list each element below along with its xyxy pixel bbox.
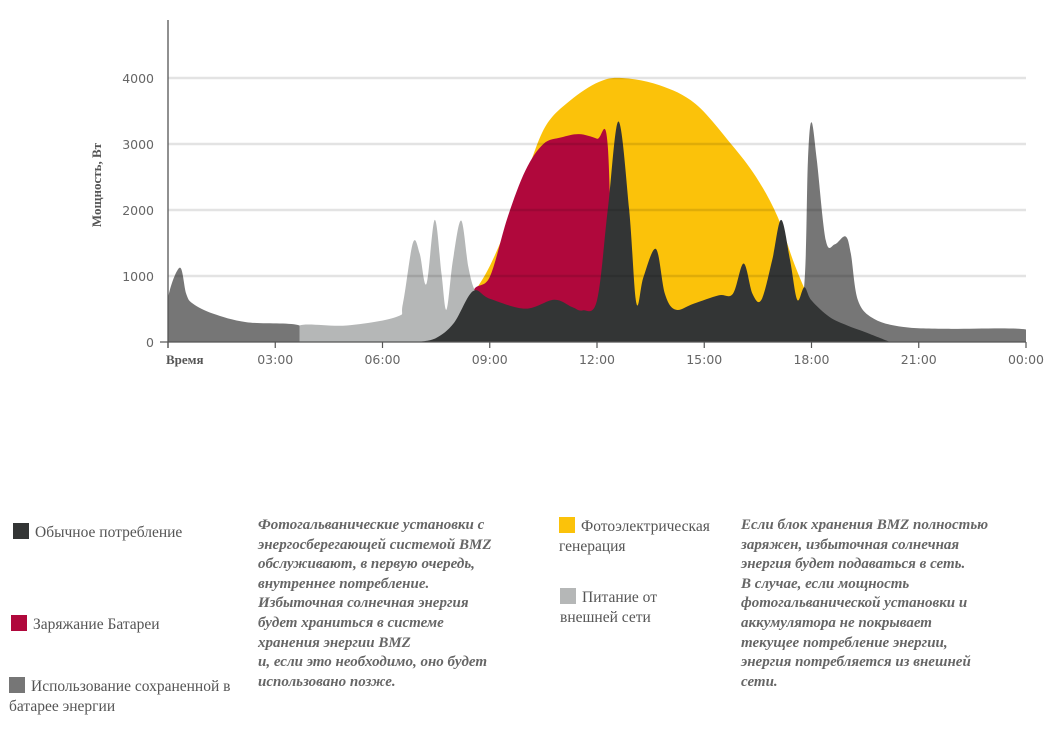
chart-areas <box>168 77 1026 343</box>
legend-swatch <box>9 677 25 693</box>
y-tick-label: 3000 <box>122 137 154 152</box>
legend-label: Питание от внешней сети <box>560 589 657 626</box>
legend-label: Использование сохраненной в батарее энер… <box>9 678 231 715</box>
legend-battery-use: Использование сохраненной в батарее энер… <box>9 677 249 717</box>
y-axis-title: Мощность, Вт <box>89 142 104 227</box>
power-chart: 0 1000 2000 3000 4000 Время 03:00 06:00 09:00 12:… <box>89 20 1044 367</box>
area-charge <box>472 128 614 342</box>
note-right: Если блок хранения BMZ полностью заряжен… <box>741 517 989 690</box>
legend-label: Фотоэлектрическая генерация <box>559 518 710 555</box>
chart-gridlines <box>168 76 1026 278</box>
y-tick-label: 0 <box>146 335 154 350</box>
area-consumption <box>418 121 891 342</box>
x-tick-label: 06:00 <box>364 352 400 367</box>
y-tick-label: 4000 <box>122 71 154 86</box>
legend-swatch <box>560 588 576 604</box>
area-battery_left <box>168 267 300 342</box>
x-tick-label: 15:00 <box>686 352 722 367</box>
legend-pv: Фотоэлектрическая генерация <box>559 517 734 557</box>
note-left: Фотогальванические установки с энергосбе… <box>258 517 492 690</box>
x-tick-label: 12:00 <box>579 352 615 367</box>
x-tick-label: 09:00 <box>472 352 508 367</box>
legend-label: Заряжание Батареи <box>33 616 160 633</box>
area-battery_right <box>793 122 1026 342</box>
legend-swatch <box>13 523 29 539</box>
x-axis-title: Время <box>166 352 204 367</box>
legend-label: Обычное потребление <box>35 524 183 541</box>
area-grid <box>299 219 490 342</box>
chart-axes: 0 1000 2000 3000 4000 Время 03:00 06:00 09:00 12:… <box>122 20 1044 367</box>
legend-charging: Заряжание Батареи <box>11 615 160 635</box>
legend-grid: Питание от внешней сети <box>560 588 690 628</box>
x-tick-label: 00:00 <box>1008 352 1044 367</box>
y-tick-label: 1000 <box>122 269 154 284</box>
legend-swatch <box>559 517 575 533</box>
x-tick-label: 03:00 <box>257 352 293 367</box>
legend-swatch <box>11 615 27 631</box>
x-tick-label: 18:00 <box>793 352 829 367</box>
y-tick-label: 2000 <box>122 203 154 218</box>
legend-consumption: Обычное потребление <box>13 523 182 543</box>
x-tick-label: 21:00 <box>901 352 937 367</box>
